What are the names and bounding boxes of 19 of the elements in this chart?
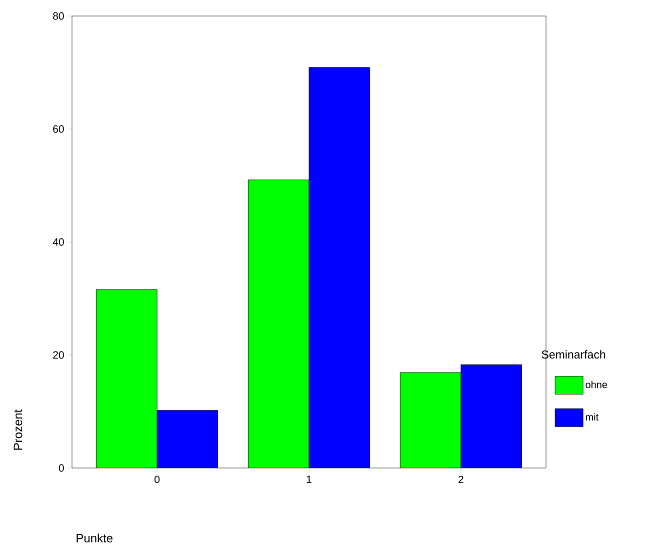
legend-title: Seminarfach <box>542 350 606 359</box>
bar <box>248 180 310 468</box>
y-tick-label: 80 <box>53 12 64 20</box>
y-tick-label: 20 <box>53 351 64 359</box>
bar <box>460 364 522 468</box>
legend-label: mit <box>586 413 599 421</box>
bar <box>308 67 370 468</box>
bar <box>96 289 158 468</box>
x-axis-title: Punkte <box>76 534 113 542</box>
x-tick-label: 0 <box>154 476 160 484</box>
y-axis-title: Prozent <box>14 409 22 450</box>
y-tick-label: 40 <box>52 238 64 246</box>
y-tick-label: 0 <box>58 464 64 472</box>
y-tick-label: 60 <box>53 125 64 133</box>
bar <box>400 372 462 468</box>
bar <box>157 410 218 468</box>
legend-label: ohne <box>586 380 608 388</box>
x-tick-label: 2 <box>458 476 464 484</box>
x-tick-label: 1 <box>306 476 312 483</box>
